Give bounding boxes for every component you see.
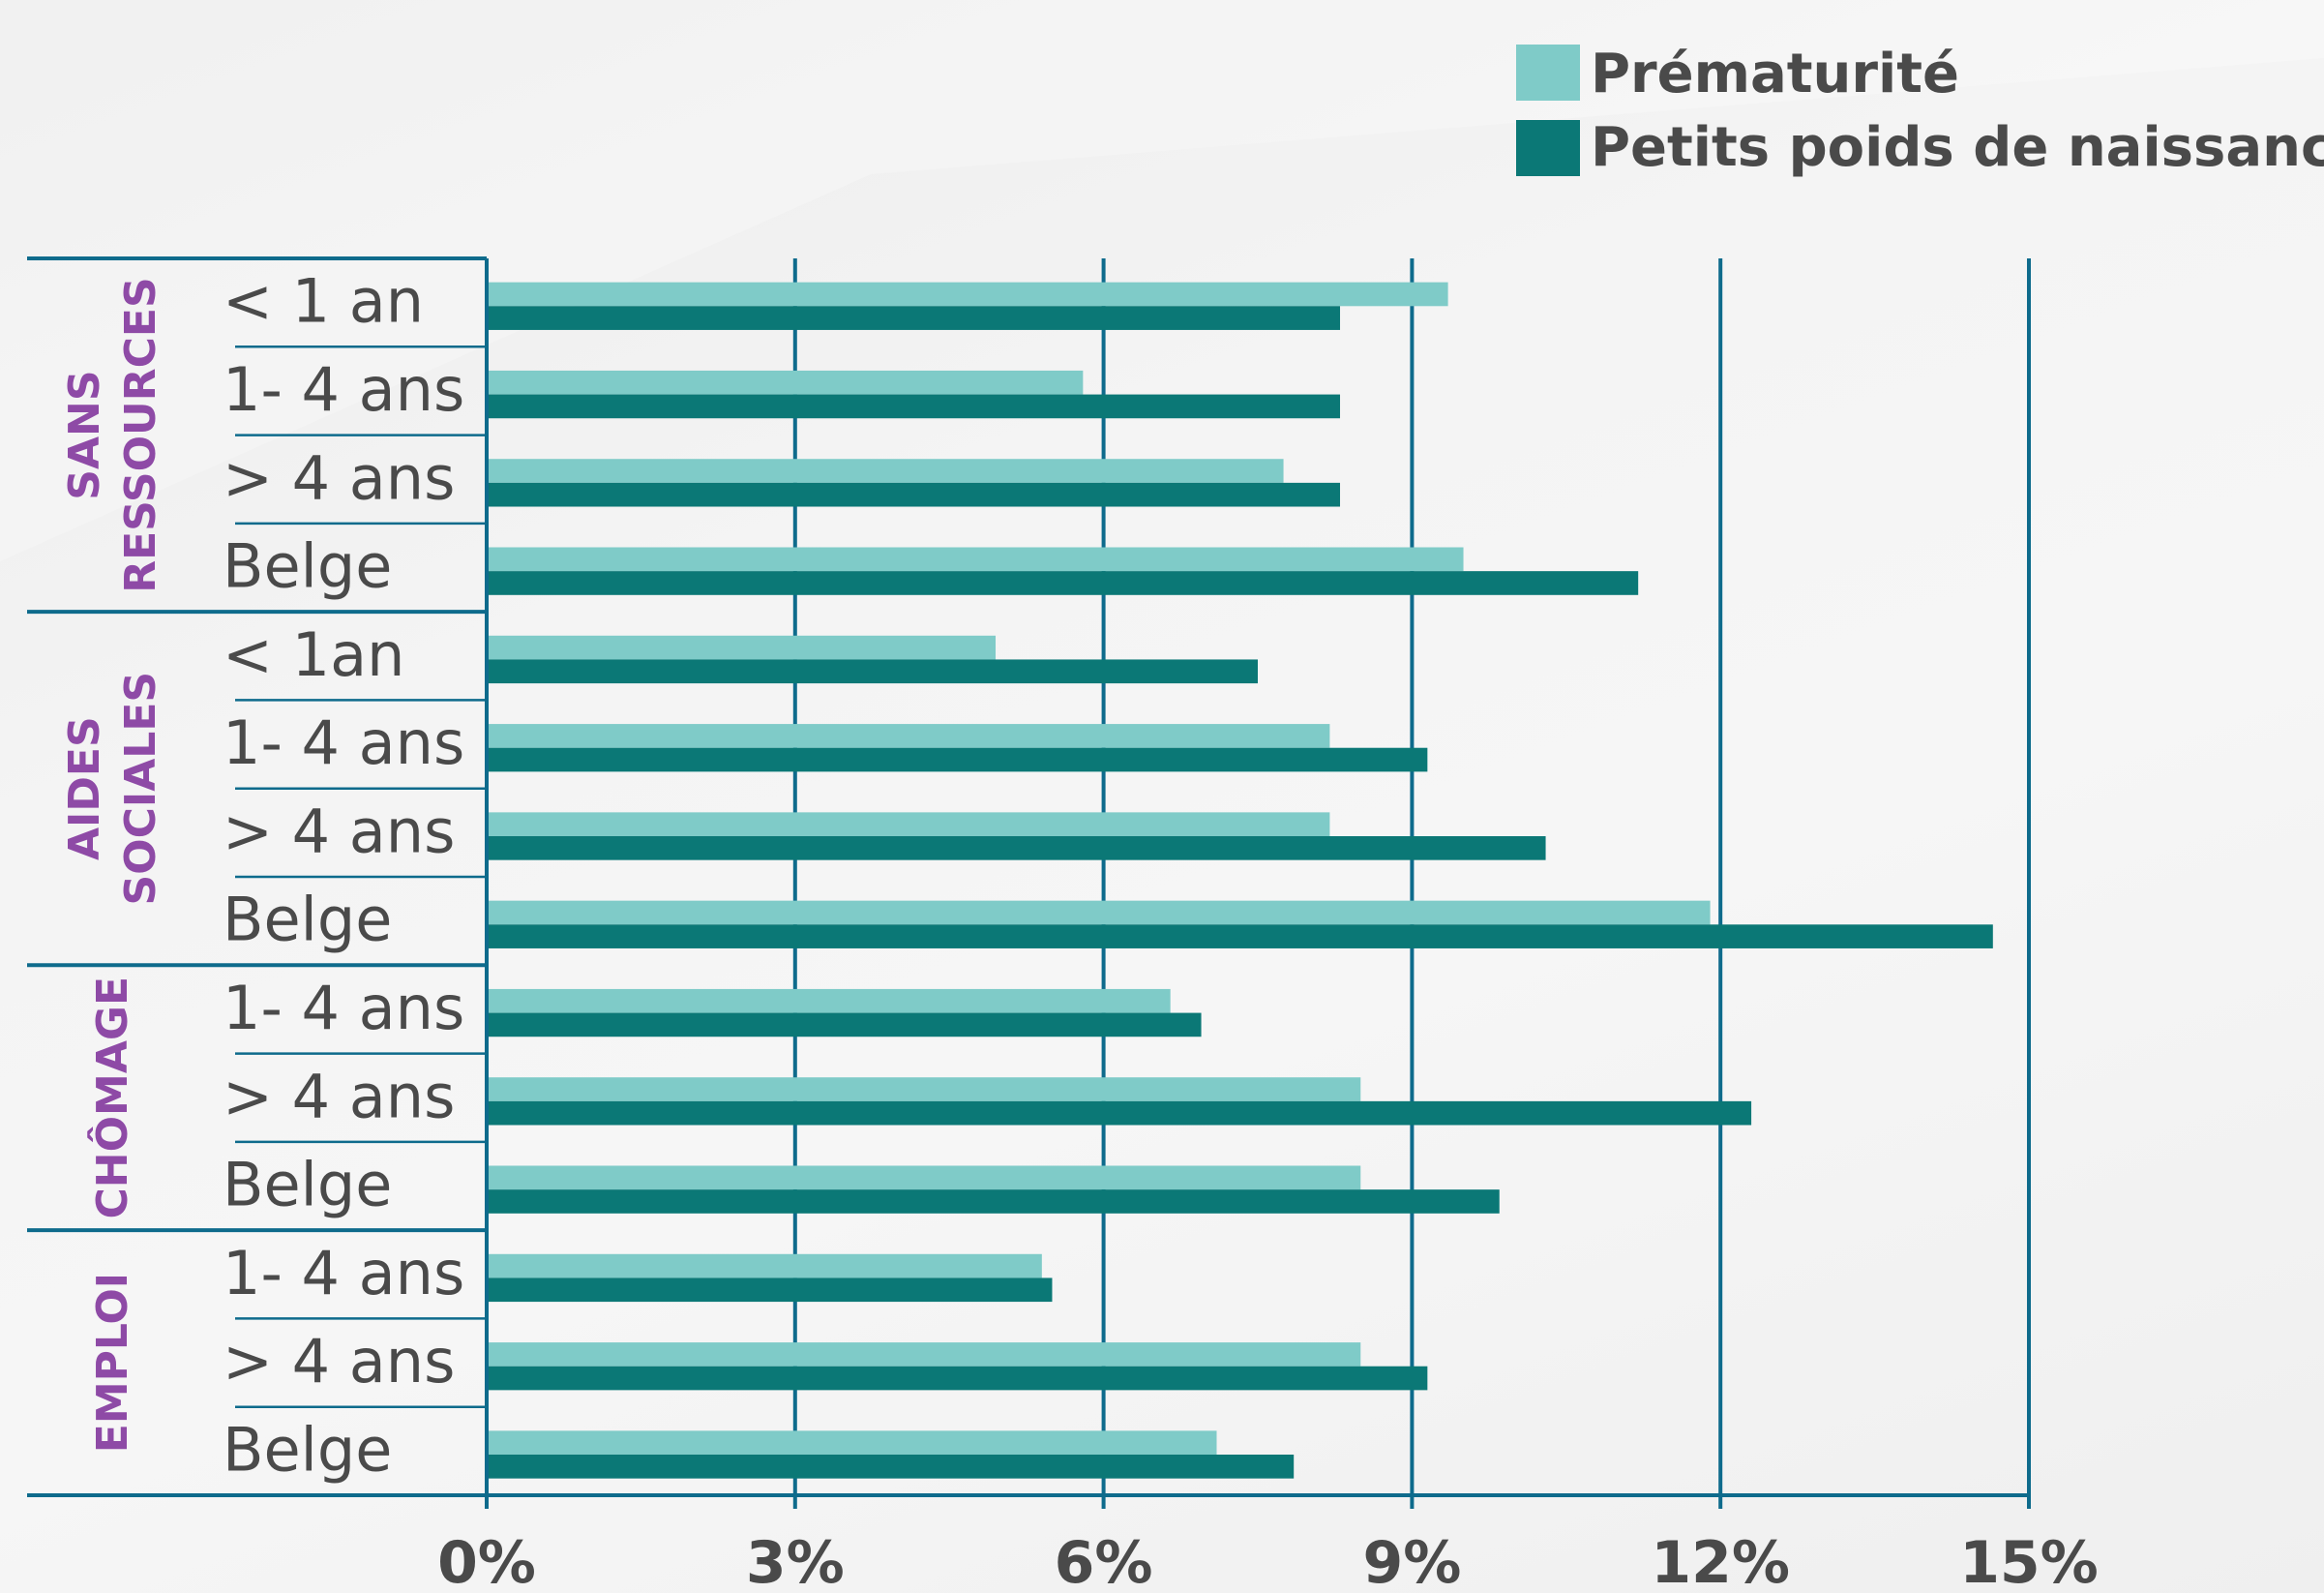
bar-prematurite [487, 1342, 1361, 1367]
x-tick-label: 12% [1651, 1529, 1790, 1593]
group-label-line: AIDES [60, 716, 109, 860]
legend-swatch-prematurite [1516, 45, 1580, 101]
group-labels: SANS RESSOURCES AIDES SOCIALES CHÔMAGE EMPLOI [60, 277, 165, 1453]
group-label: CHÔMAGE [86, 977, 137, 1219]
bar-petits-poids [487, 1366, 1428, 1391]
bar-petits-poids [487, 1455, 1295, 1479]
bar-prematurite [487, 812, 1330, 837]
bar-prematurite [487, 900, 1711, 925]
gridlines [485, 258, 2031, 1509]
legend-label-petits-poids: Petits poids de naissance [1591, 116, 2324, 179]
bar-petits-poids [487, 836, 1546, 860]
row-label: Belge [223, 1414, 392, 1485]
bar-petits-poids [487, 394, 1341, 419]
row-label: < 1an [223, 619, 404, 690]
row-label: > 4 ans [223, 442, 455, 513]
x-tick-label: 15% [1959, 1529, 2099, 1593]
group-label-line: CHÔMAGE [86, 977, 137, 1219]
row-label: 1- 4 ans [223, 1238, 464, 1308]
group-label-line: SANS [60, 370, 109, 499]
legend-swatch-petits-poids [1516, 120, 1580, 176]
row-label: > 4 ans [223, 1326, 455, 1397]
bar-prematurite [487, 1077, 1361, 1101]
bars [487, 282, 1993, 1479]
bar-prematurite [487, 1165, 1361, 1190]
bar-petits-poids [487, 1189, 1500, 1214]
x-tick-label: 9% [1362, 1529, 1461, 1593]
row-label: 1- 4 ans [223, 973, 464, 1043]
group-label-line: EMPLOI [88, 1273, 137, 1453]
x-tick-label: 0% [437, 1529, 536, 1593]
group-label-line: SOCIALES [116, 672, 165, 906]
row-label: Belge [223, 885, 392, 955]
row-label: 1- 4 ans [223, 354, 464, 425]
row-label: 1- 4 ans [223, 707, 464, 778]
bar-petits-poids [487, 482, 1341, 507]
row-label: > 4 ans [223, 1061, 455, 1131]
background-shape [0, 0, 2324, 561]
bar-prematurite [487, 282, 1448, 307]
bar-prematurite [487, 988, 1171, 1013]
bar-prematurite [487, 1253, 1042, 1278]
bar-petits-poids [487, 659, 1258, 684]
row-label: > 4 ans [223, 796, 455, 866]
group-label: EMPLOI [88, 1273, 137, 1453]
row-label: < 1 an [223, 266, 424, 337]
x-tick-label: 3% [746, 1529, 845, 1593]
bar-prematurite [487, 635, 997, 660]
bar-petits-poids [487, 306, 1341, 330]
bar-petits-poids [487, 747, 1428, 772]
group-label-line: RESSOURCES [116, 277, 165, 592]
chart-frame [27, 256, 2029, 1509]
bar-petits-poids [487, 1100, 1752, 1126]
bar-petits-poids [487, 1277, 1053, 1303]
bar-prematurite [487, 370, 1084, 395]
row-labels: < 1 an 1- 4 ans > 4 ans Belge < 1an 1- 4 ans >… [223, 266, 464, 1486]
x-tick-label: 6% [1055, 1529, 1153, 1593]
x-axis-tick-labels: 0% 3% 6% 9% 12% 15% [437, 1529, 2099, 1593]
bar-petits-poids [487, 924, 1993, 948]
group-label: SANS RESSOURCES [60, 277, 165, 592]
bar-prematurite [487, 459, 1284, 483]
group-label: AIDES SOCIALES [60, 672, 165, 906]
legend-label-prematurite: Prématurité [1591, 43, 1959, 105]
bar-petits-poids [487, 1012, 1202, 1037]
legend: Prématurité Petits poids de naissance [1516, 43, 2324, 179]
bar-petits-poids [487, 571, 1639, 595]
bar-prematurite [487, 547, 1464, 572]
bar-prematurite [487, 1430, 1217, 1456]
row-label: Belge [223, 1150, 392, 1220]
bar-prematurite [487, 724, 1330, 748]
row-label: Belge [223, 531, 392, 602]
